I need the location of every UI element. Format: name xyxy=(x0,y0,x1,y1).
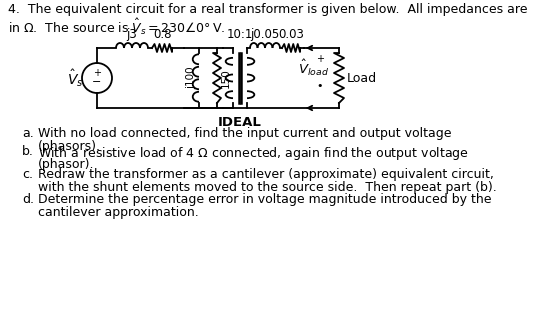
Text: Load: Load xyxy=(347,71,377,85)
Text: in $\Omega$.  The source is $\hat{V}_s = 230\angle 0°\,$V.: in $\Omega$. The source is $\hat{V}_s = … xyxy=(8,17,225,37)
Text: With a resistive load of 4 $\Omega$ connected, again find the output voltage: With a resistive load of 4 $\Omega$ conn… xyxy=(38,145,469,162)
Text: b.: b. xyxy=(22,145,34,158)
Text: j100: j100 xyxy=(186,67,196,89)
Text: Determine the percentage error in voltage magnitude introduced by the: Determine the percentage error in voltag… xyxy=(38,193,491,206)
Text: $\hat{V}_{load}$: $\hat{V}_{load}$ xyxy=(299,58,330,78)
Text: 0.03: 0.03 xyxy=(278,28,304,41)
Text: 150: 150 xyxy=(221,68,231,88)
Text: +: + xyxy=(93,68,101,78)
Text: (phasors).: (phasors). xyxy=(38,140,101,153)
Text: With no load connected, find the input current and output voltage: With no load connected, find the input c… xyxy=(38,127,452,140)
Text: Redraw the transformer as a cantilever (approximate) equivalent circuit,: Redraw the transformer as a cantilever (… xyxy=(38,168,494,181)
Text: 4.  The equivalent circuit for a real transformer is given below.  All impedance: 4. The equivalent circuit for a real tra… xyxy=(8,3,527,16)
Text: $\hat{V}_s$: $\hat{V}_s$ xyxy=(66,67,83,89)
Text: c.: c. xyxy=(22,168,33,181)
Text: a.: a. xyxy=(22,127,34,140)
Text: cantilever approximation.: cantilever approximation. xyxy=(38,206,199,219)
Text: 10:1: 10:1 xyxy=(227,28,253,41)
Text: j3: j3 xyxy=(127,28,137,41)
Text: IDEAL: IDEAL xyxy=(218,116,262,129)
Text: d.: d. xyxy=(22,193,34,206)
Text: j0.05: j0.05 xyxy=(250,28,280,41)
Text: +: + xyxy=(316,54,324,64)
Text: 0.8: 0.8 xyxy=(153,28,171,41)
Text: with the shunt elements moved to the source side.  Then repeat part (b).: with the shunt elements moved to the sou… xyxy=(38,181,497,194)
Text: (phasor).: (phasor). xyxy=(38,158,95,171)
Text: −: − xyxy=(93,77,102,87)
Text: •: • xyxy=(317,81,323,91)
